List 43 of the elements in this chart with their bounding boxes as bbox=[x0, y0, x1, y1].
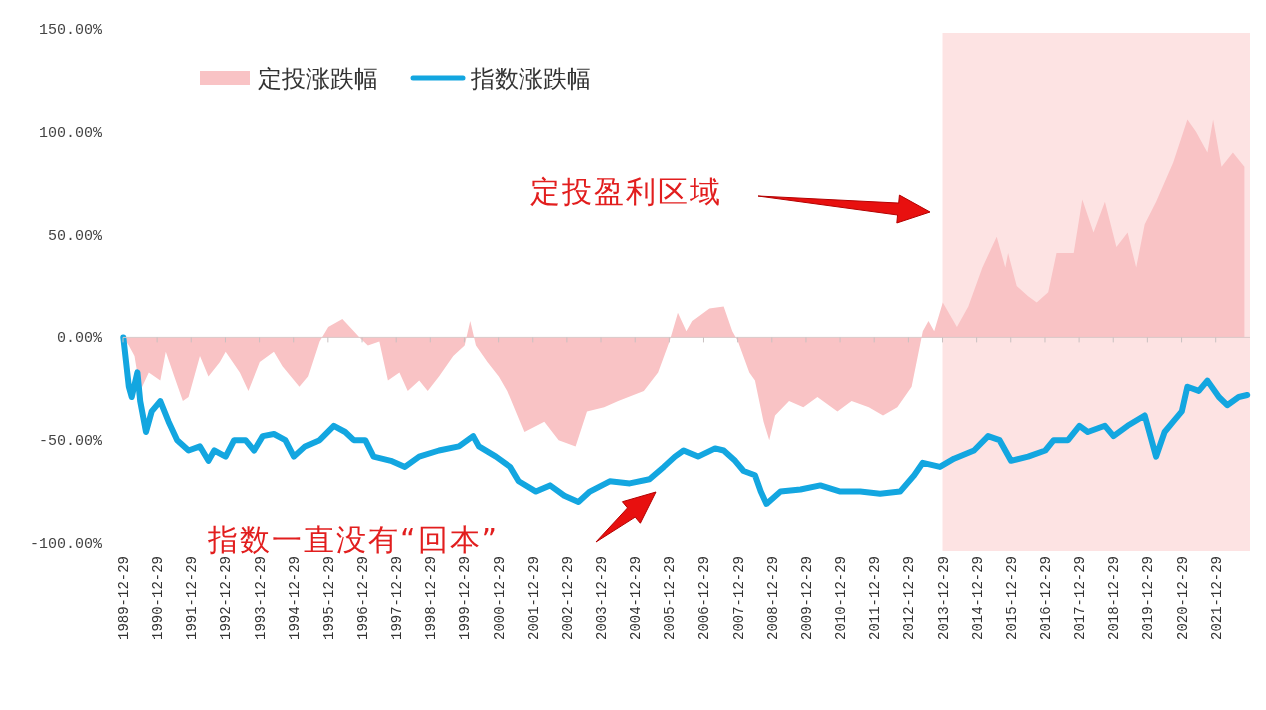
x-tick-label: 1990-12-29 bbox=[150, 556, 167, 641]
legend-label: 定投涨跌幅 bbox=[258, 65, 378, 93]
y-tick-label: 0.00% bbox=[56, 330, 103, 348]
x-tick-label: 2016-12-29 bbox=[1037, 556, 1054, 641]
x-tick-label: 2020-12-29 bbox=[1174, 556, 1191, 641]
x-tick-label: 2017-12-29 bbox=[1072, 556, 1089, 641]
x-tick-label: 2019-12-29 bbox=[1140, 556, 1157, 641]
x-tick-label: 2007-12-29 bbox=[730, 556, 747, 641]
x-tick-label: 2003-12-29 bbox=[594, 556, 611, 641]
x-tick-label: 2006-12-29 bbox=[696, 556, 713, 641]
y-tick-label: 100.00% bbox=[38, 124, 103, 142]
x-tick-label: 1997-12-29 bbox=[389, 556, 406, 641]
legend-label: 指数涨跌幅 bbox=[470, 65, 591, 93]
annotation: 定投盈利区域 bbox=[530, 174, 722, 209]
x-tick-label: 1993-12-29 bbox=[252, 556, 269, 641]
x-tick-label: 1999-12-29 bbox=[457, 556, 474, 641]
x-tick-label: 1996-12-29 bbox=[355, 556, 372, 641]
x-tick-label: 2008-12-29 bbox=[764, 556, 781, 641]
x-tick-label: 2013-12-29 bbox=[935, 556, 952, 641]
annotation: 指数一直没有“回本” bbox=[207, 522, 500, 557]
y-tick-label: 50.00% bbox=[47, 227, 103, 245]
x-tick-label: 1992-12-29 bbox=[218, 556, 235, 641]
x-tick-label: 2018-12-29 bbox=[1106, 556, 1123, 641]
y-tick-label: -100.00% bbox=[29, 536, 103, 553]
x-tick-label: 2012-12-29 bbox=[901, 556, 918, 641]
x-tick-label: 2010-12-29 bbox=[833, 556, 850, 641]
x-tick-label: 2015-12-29 bbox=[1003, 556, 1020, 641]
x-tick-label: 2004-12-29 bbox=[628, 556, 645, 641]
x-tick-label: 1995-12-29 bbox=[320, 556, 337, 641]
x-tick-label: 2021-12-29 bbox=[1208, 556, 1225, 641]
x-tick-label: 2001-12-29 bbox=[525, 556, 542, 641]
x-tick-label: 1994-12-29 bbox=[286, 556, 303, 641]
y-tick-label: 150.00% bbox=[38, 22, 103, 39]
x-tick-label: 1989-12-29 bbox=[116, 556, 132, 641]
x-tick-label: 2000-12-29 bbox=[491, 556, 508, 641]
x-tick-label: 2014-12-29 bbox=[969, 556, 986, 641]
y-tick-label: -50.00% bbox=[38, 433, 103, 451]
x-tick-label: 2002-12-29 bbox=[559, 556, 576, 641]
x-tick-label: 1991-12-29 bbox=[184, 556, 201, 641]
x-tick-label: 2009-12-29 bbox=[798, 556, 815, 641]
x-tick-label: 2005-12-29 bbox=[662, 556, 679, 641]
x-tick-label: 1998-12-29 bbox=[423, 556, 440, 641]
x-tick-label: 2011-12-29 bbox=[867, 556, 884, 641]
